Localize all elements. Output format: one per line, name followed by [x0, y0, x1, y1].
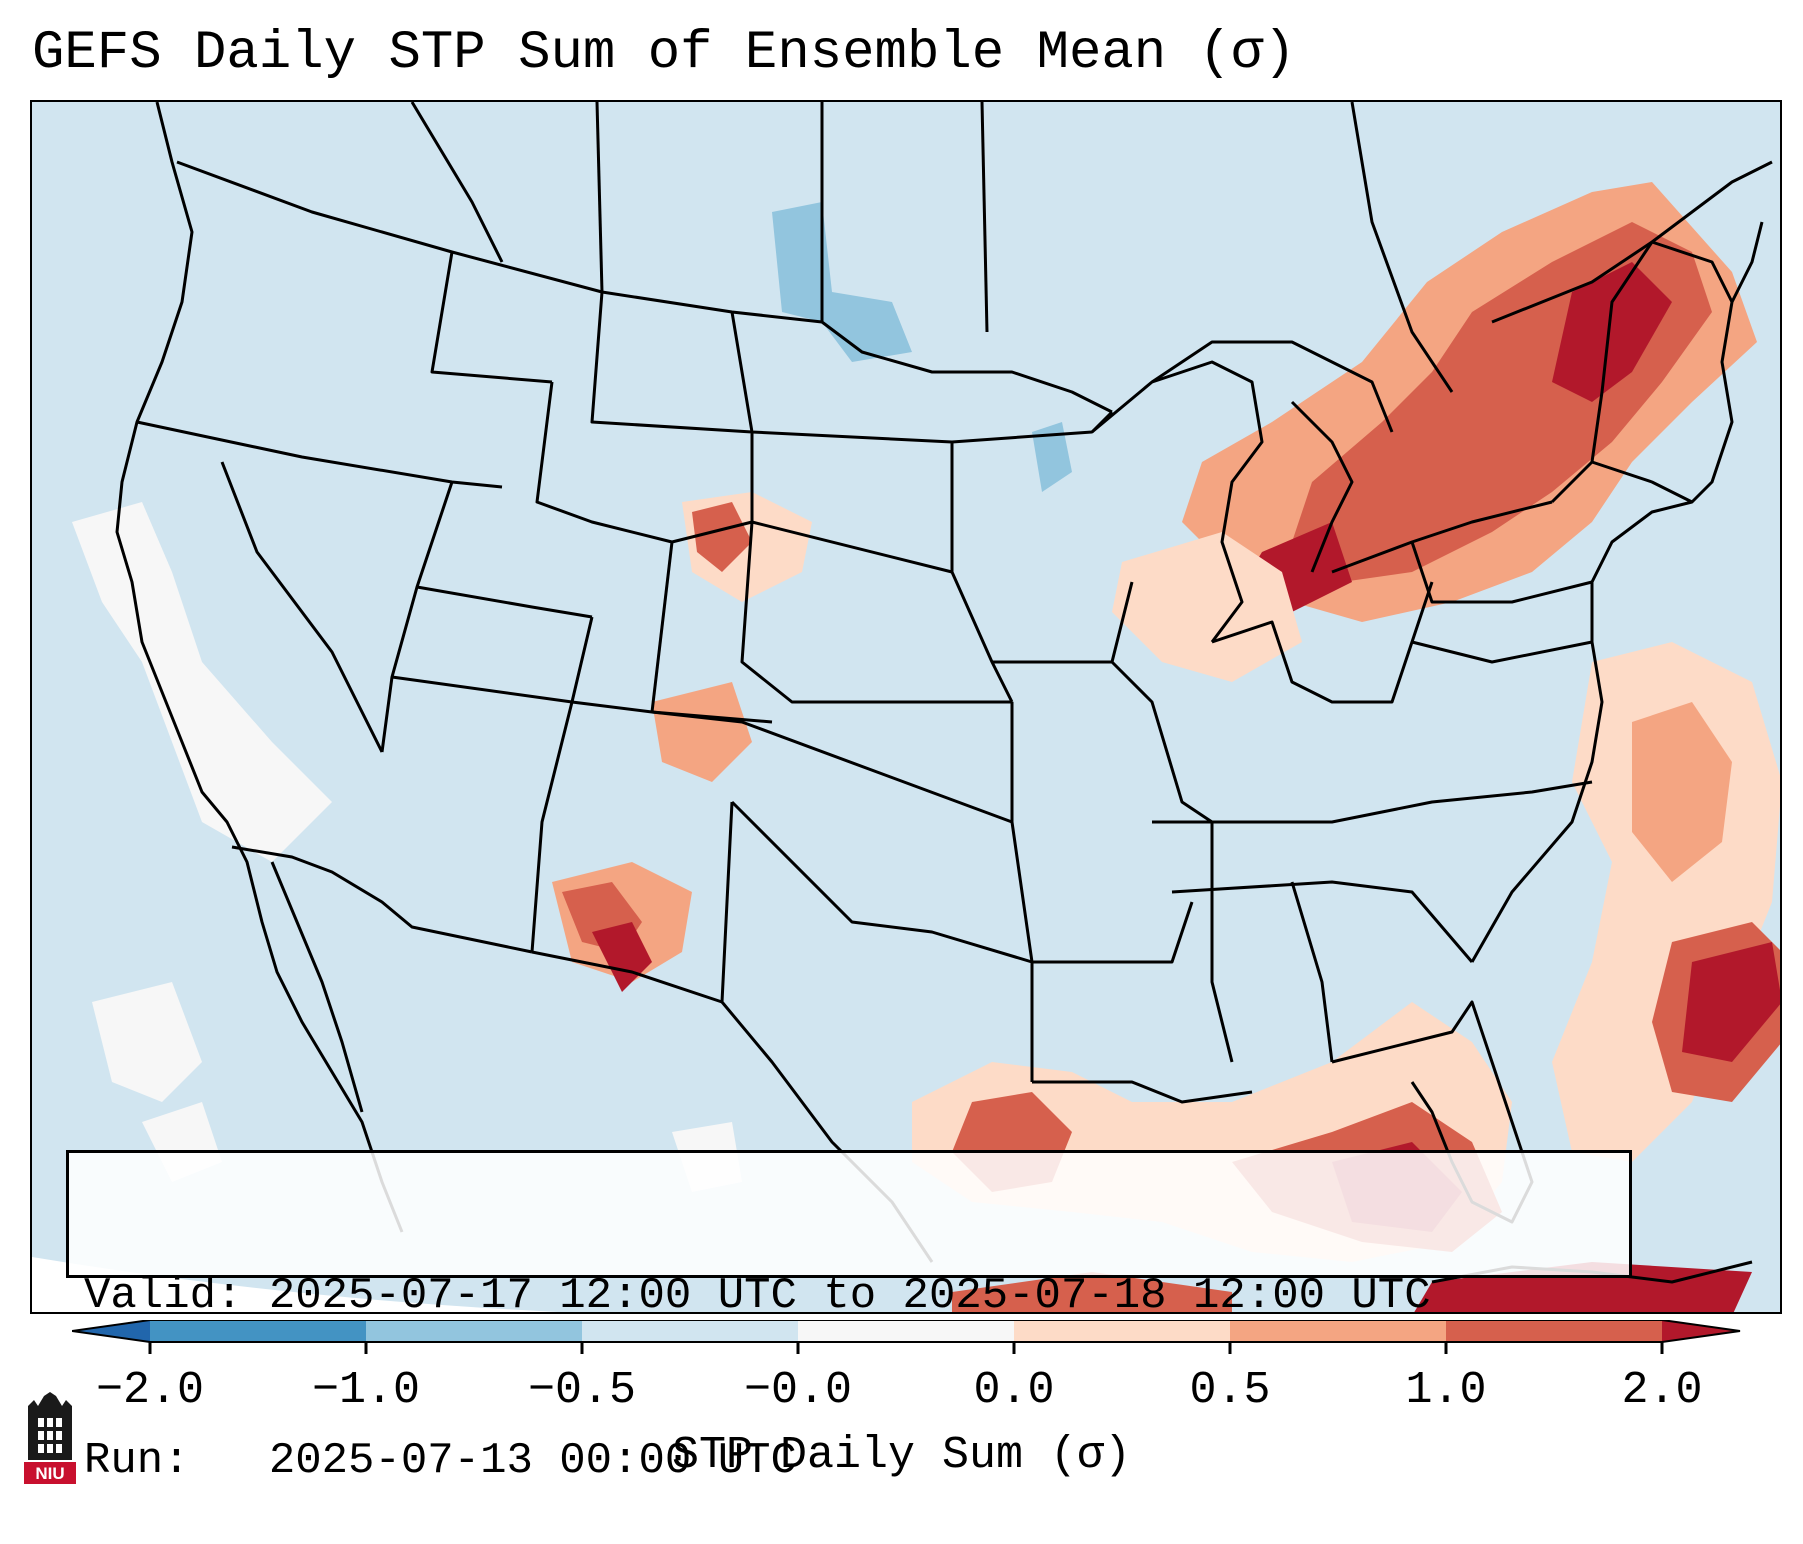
- virginia-line: [1411, 640, 1593, 664]
- anomaly-region-northern-plains-negative: [772, 202, 912, 362]
- colorbar-bin-neg05-0: [582, 1320, 798, 1342]
- missouri-arkansas-line: [1010, 702, 1034, 1082]
- lake-erie-ontario: [1331, 500, 1553, 574]
- colorbar-ticks: [148, 1342, 1664, 1354]
- lake-superior-outline: [1151, 340, 1394, 433]
- nebraska-kansas-line: [740, 521, 1012, 704]
- new-york-line: [1550, 460, 1693, 504]
- colorbar-tick-label: 1.0: [1405, 1365, 1487, 1416]
- utah-north-line: [416, 585, 593, 619]
- niu-logo: NIU: [24, 1392, 76, 1484]
- colorbar-extend-high: [1662, 1320, 1740, 1342]
- vermont-nh-line: [1590, 241, 1654, 463]
- gulf-coast-louisiana: [1032, 1080, 1253, 1104]
- neutral-region-west-coast: [72, 502, 332, 862]
- california-nevada-line: [220, 461, 384, 753]
- tennessee-line: [1152, 780, 1593, 824]
- east-coastline: [1470, 221, 1764, 963]
- colorbar-tick-label: −1.0: [311, 1365, 421, 1416]
- colorbar-tick-label: 0.5: [1189, 1365, 1271, 1416]
- domain-edge: [32, 1257, 559, 1312]
- colorbar-label: STP Daily Sum (σ): [671, 1430, 1132, 1481]
- idaho-wyoming-line: [535, 381, 673, 544]
- anomaly-region-ohio-valley: [1112, 532, 1302, 682]
- west-coastline: [115, 102, 404, 1233]
- anomaly-region-south-edge: [952, 1272, 1232, 1312]
- michigan-lower-peninsula: [1290, 400, 1354, 573]
- colorbar: [72, 1320, 1741, 1354]
- anomaly-region-colorado: [652, 682, 752, 782]
- anomaly-region-high-plains-high: [692, 502, 752, 572]
- colorado-west-line: [650, 541, 674, 713]
- data-field: [72, 182, 1780, 1312]
- colorbar-tick-label: 2.0: [1621, 1365, 1703, 1416]
- oregon-idaho-line: [136, 420, 503, 489]
- us-mexico-border-texas: [531, 950, 723, 1004]
- validity-info-box: Valid: 2025-07-17 12:00 UTC to 2025-07-1…: [66, 1150, 1632, 1486]
- arkansas-south: [1032, 901, 1194, 964]
- anomaly-region-northeast-max: [1552, 262, 1672, 402]
- kansas-south-line: [651, 710, 1013, 824]
- maine-line: [1651, 240, 1734, 303]
- baja-peninsula: [270, 861, 364, 1113]
- manitoba-ontario-line: [980, 102, 989, 333]
- anomaly-region-atlantic-moderate: [1632, 702, 1732, 882]
- logo-text: NIU: [35, 1464, 64, 1483]
- alabama-georgia: [1290, 881, 1334, 1063]
- colorbar-bin-0-05: [1014, 1320, 1230, 1342]
- colorbar-bin-neg2-neg1: [150, 1320, 366, 1342]
- st-lawrence-river: [1491, 160, 1773, 324]
- colorbar-tick-label: 0.0: [973, 1365, 1055, 1416]
- oklahoma-texas-line: [730, 800, 1033, 964]
- nevada-utah-line: [380, 481, 454, 753]
- north-dakota-line: [730, 311, 954, 572]
- pennsylvania-line: [1410, 541, 1593, 604]
- anomaly-region-atlantic-max: [1682, 942, 1780, 1062]
- figure-title: GEFS Daily STP Sum of Ensemble Mean (σ): [32, 23, 1296, 84]
- colorbar-bin-neg1-neg05: [366, 1320, 582, 1342]
- valid-time-text: Valid: 2025-07-17 12:00 UTC to 2025-07-1…: [84, 1271, 1431, 1321]
- illinois-indiana: [1110, 660, 1213, 824]
- mississippi-alabama: [1210, 822, 1234, 1063]
- colorbar-extend-low: [72, 1320, 150, 1342]
- ontario-quebec-line: [1350, 102, 1454, 393]
- colorbar-bin-zero: [798, 1320, 1014, 1342]
- arizona-newmexico-line: [530, 701, 574, 953]
- neutral-region-pacific: [92, 982, 202, 1102]
- map-canvas: [32, 102, 1780, 1312]
- alberta-saskatchewan-line: [595, 102, 604, 293]
- colorbar-tick-label: −0.5: [527, 1365, 637, 1416]
- us-mexico-border-west: [231, 845, 533, 954]
- map-panel: [30, 100, 1782, 1314]
- colorbar-bin-05-1: [1230, 1320, 1446, 1342]
- colorbar-tick-label: −0.0: [743, 1365, 853, 1416]
- montana-dakota-line: [590, 291, 754, 522]
- colorbar-bin-1-2: [1446, 1320, 1662, 1342]
- utah-colorado-line: [570, 616, 594, 703]
- colorbar-tick-label: −2.0: [95, 1365, 205, 1416]
- alabama-georgia-line: [1171, 880, 1474, 963]
- logo-badge: [24, 1462, 76, 1484]
- lake-michigan-outline: [1091, 360, 1264, 643]
- idaho-montana-line: [430, 251, 553, 384]
- utah-arizona-line: [391, 675, 773, 724]
- anomaly-region-minnesota-negative: [1032, 422, 1072, 492]
- run-time-text: Run: 2025-07-13 00:00 UTC: [84, 1436, 797, 1486]
- bc-alberta-line: [410, 102, 504, 263]
